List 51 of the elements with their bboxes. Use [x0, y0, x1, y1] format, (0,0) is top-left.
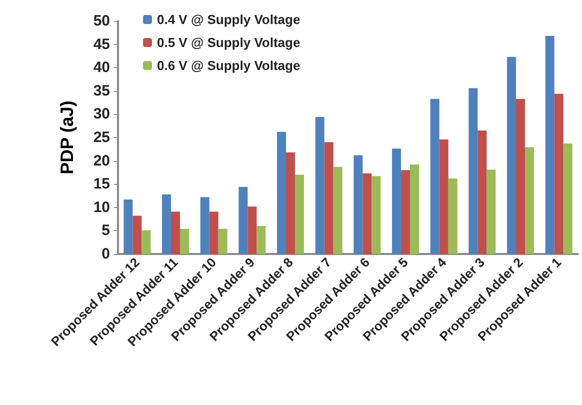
y-tick-label: 20	[93, 152, 110, 170]
bar	[124, 199, 133, 254]
bar	[486, 170, 496, 254]
legend-label: 0.5 V @ Supply Voltage	[157, 35, 300, 50]
bar	[516, 98, 525, 254]
bar	[315, 116, 324, 254]
bar	[209, 212, 218, 254]
y-tick-label: 50	[93, 12, 110, 30]
bar	[333, 166, 342, 254]
bar	[286, 152, 295, 254]
legend-label: 0.6 V @ Supply Voltage	[157, 58, 300, 73]
y-axis-title: PDP (aJ)	[57, 100, 77, 174]
bar	[324, 142, 334, 254]
bar	[142, 230, 151, 254]
y-tick-label: 10	[93, 198, 110, 216]
bar	[200, 197, 210, 254]
y-tick-label: 45	[93, 36, 110, 53]
bar	[362, 173, 372, 254]
y-tick-label: 40	[93, 59, 110, 76]
y-tick-label: 5	[102, 222, 110, 240]
bar	[448, 178, 458, 254]
bar	[132, 216, 142, 254]
y-tick-label: 30	[93, 106, 110, 123]
bar	[430, 98, 440, 254]
y-tick-label: 35	[93, 82, 110, 100]
bar	[392, 148, 401, 254]
bar	[277, 132, 286, 254]
bar	[401, 170, 410, 254]
bar	[218, 228, 228, 254]
bar	[256, 226, 266, 254]
bar	[468, 88, 478, 254]
bar	[238, 186, 248, 254]
y-tick-label: 25	[93, 129, 110, 146]
bar	[372, 176, 381, 254]
bar	[162, 194, 171, 254]
bar	[248, 206, 257, 254]
legend-label: 0.4 V @ Supply Voltage	[157, 12, 300, 27]
bar	[354, 155, 363, 254]
bar	[545, 36, 554, 254]
bar	[478, 130, 487, 254]
bar	[525, 147, 534, 254]
bar	[439, 139, 448, 254]
bar	[563, 144, 572, 254]
bar	[295, 174, 304, 254]
y-tick-label: 15	[93, 176, 110, 193]
bar	[410, 164, 419, 254]
bar	[507, 56, 516, 254]
bar	[554, 94, 564, 254]
bar	[171, 212, 180, 254]
bar	[180, 228, 189, 254]
y-tick-label: 0	[102, 246, 110, 262]
